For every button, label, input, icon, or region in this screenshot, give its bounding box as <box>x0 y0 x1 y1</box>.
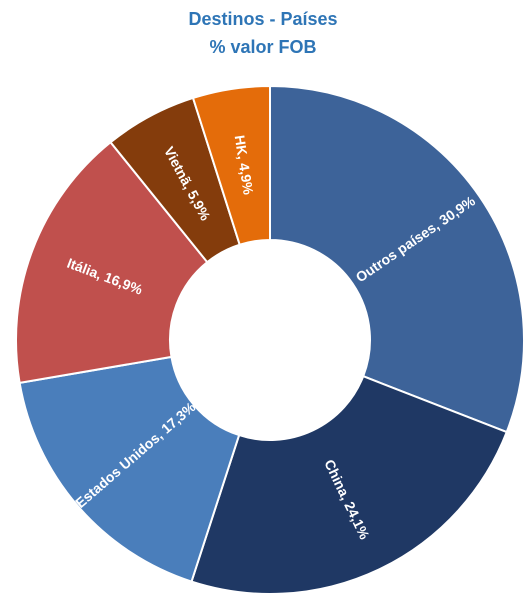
donut-slice <box>15 140 209 385</box>
chart-subtitle: % valor FOB <box>209 37 316 57</box>
donut-slice <box>190 374 509 595</box>
chart-title: Destinos - Países <box>188 9 337 29</box>
donut-slice <box>191 84 271 246</box>
donut-slice <box>269 84 525 434</box>
donut-slice <box>18 355 241 583</box>
